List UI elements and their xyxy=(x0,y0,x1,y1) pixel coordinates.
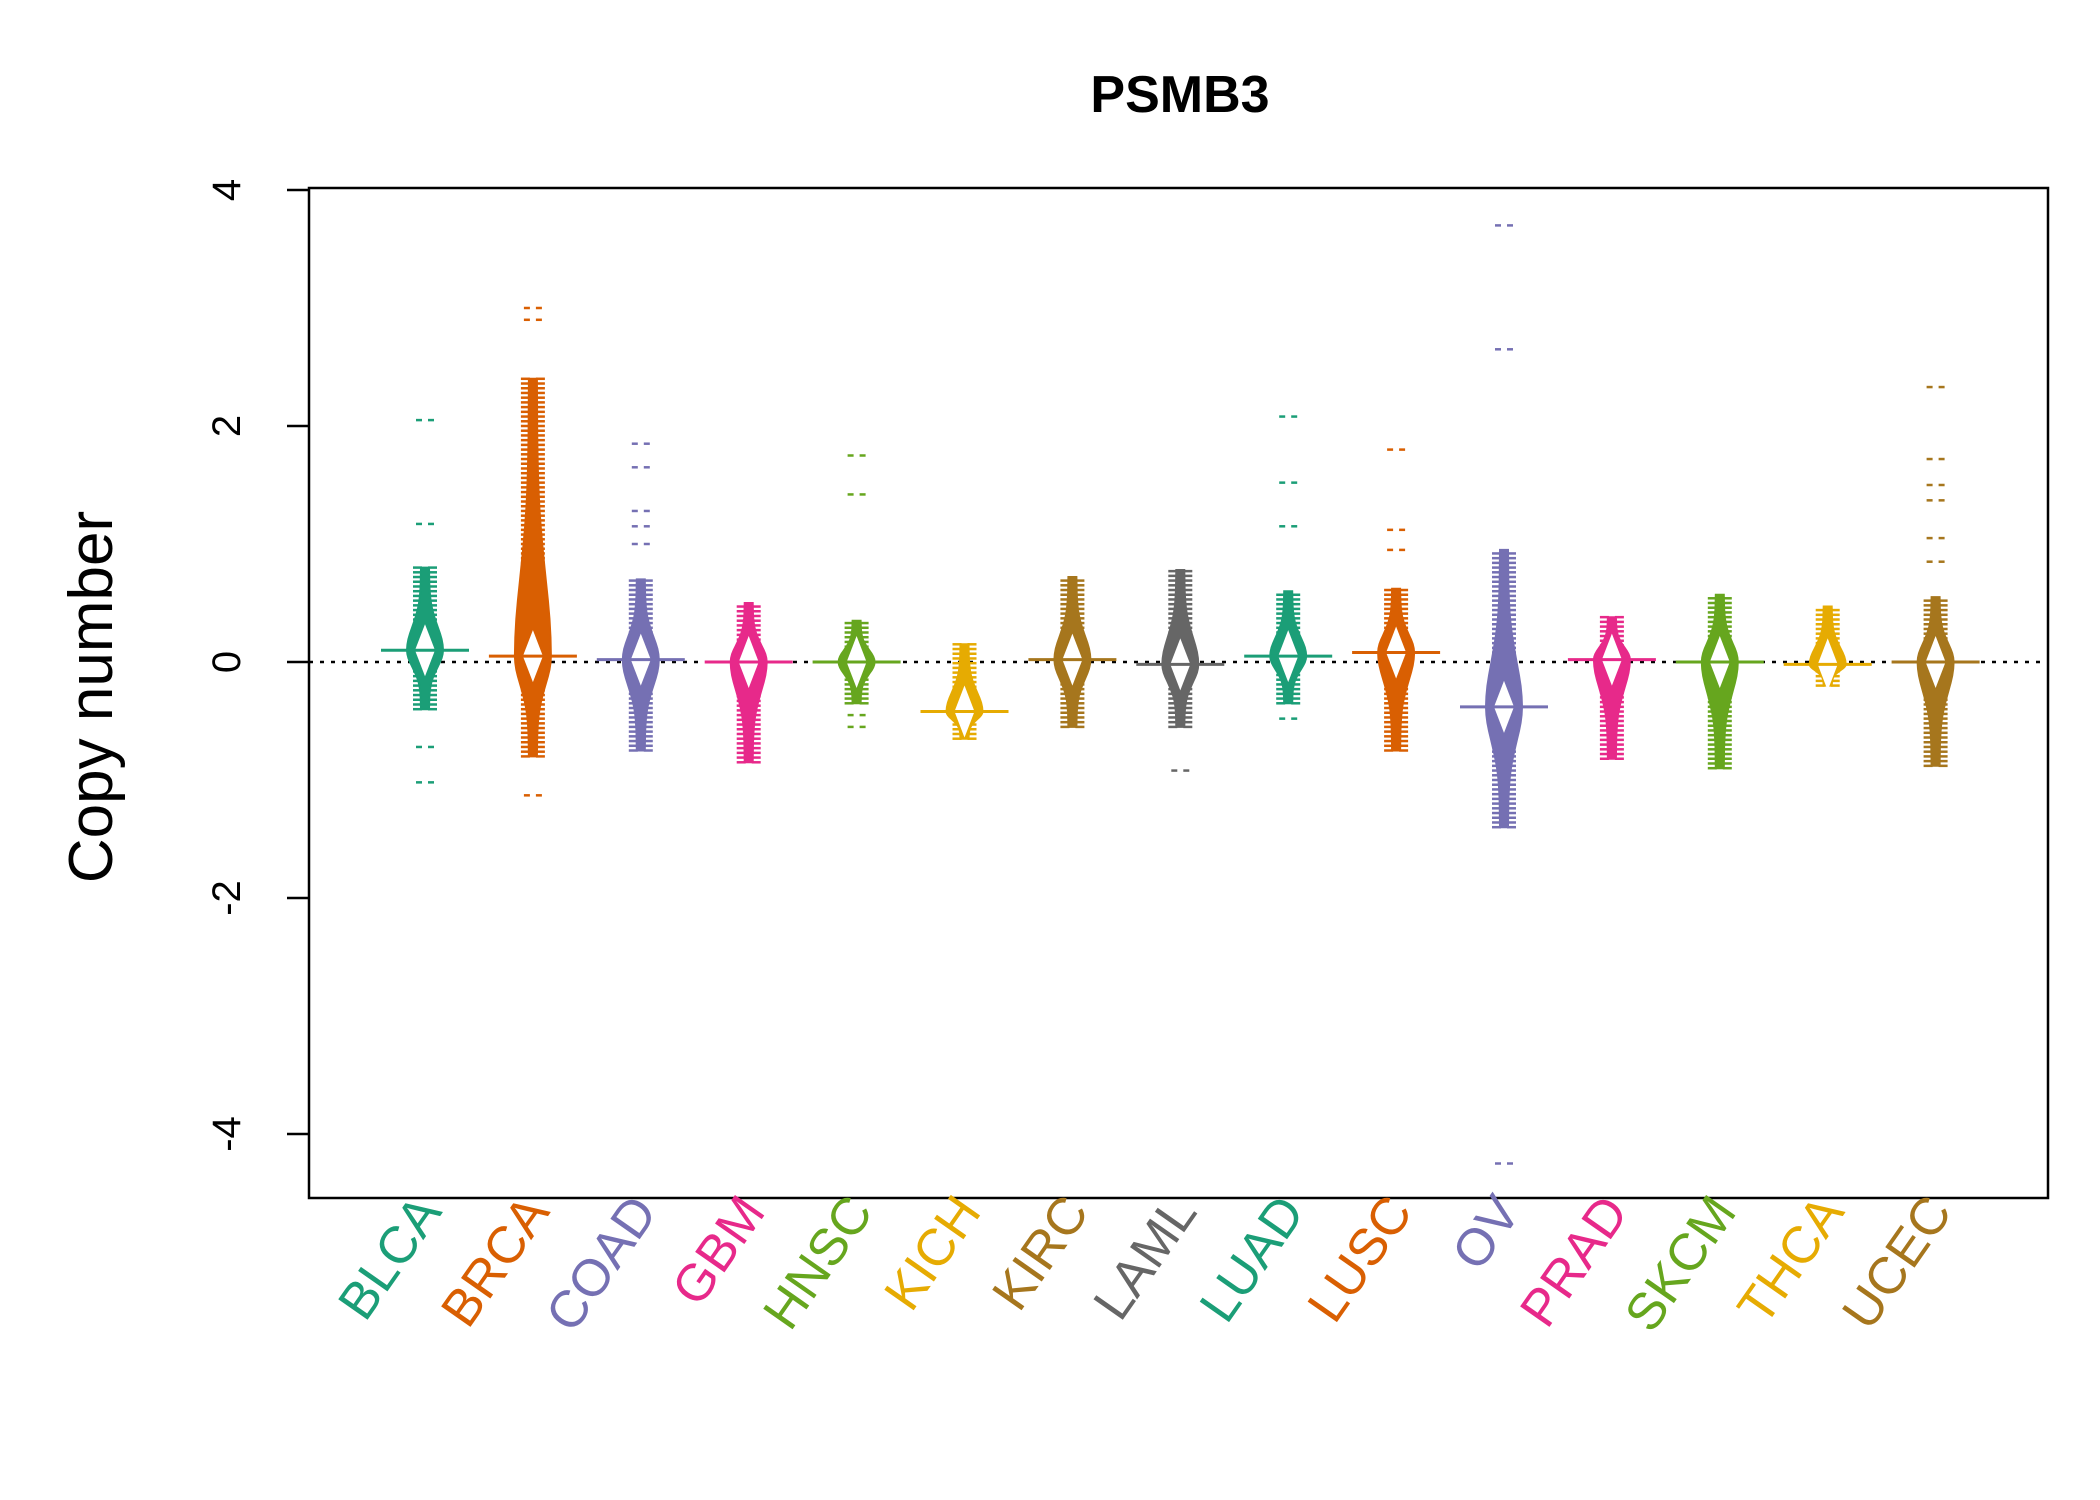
bean-density xyxy=(513,377,552,758)
y-tick-label: 4 xyxy=(205,179,249,201)
bean-thca: THCA xyxy=(1727,605,1872,1335)
x-category-label: KIRC xyxy=(981,1186,1100,1321)
bean-gbm: GBM xyxy=(661,602,793,1316)
bean-kich: KICH xyxy=(874,643,1009,1321)
x-category-label: LUSC xyxy=(1297,1186,1424,1333)
x-category-label: UCEC xyxy=(1831,1186,1963,1340)
bean-skcm: SKCM xyxy=(1614,593,1764,1342)
x-category-label: COAD xyxy=(535,1186,669,1342)
y-tick-label: -4 xyxy=(205,1116,249,1152)
x-category-label: HNSC xyxy=(752,1186,884,1340)
bean-lusc: LUSC xyxy=(1297,448,1441,1333)
bean-coad: COAD xyxy=(535,442,685,1342)
x-category-label: SKCM xyxy=(1614,1186,1748,1342)
x-category-label: KICH xyxy=(874,1186,993,1321)
bean-prad: PRAD xyxy=(1509,615,1656,1338)
x-category-label: BLCA xyxy=(327,1185,453,1330)
bean-luad: LUAD xyxy=(1189,415,1333,1333)
plot-area: -4-2024BLCABRCACOADGBMHNSCKICHKIRCLAMLLU… xyxy=(205,179,2050,1342)
y-tick-label: 2 xyxy=(205,415,249,437)
x-category-label: PRAD xyxy=(1509,1186,1639,1338)
bean-laml: LAML xyxy=(1083,569,1225,1331)
y-tick-label: -2 xyxy=(205,880,249,916)
bean-brca: BRCA xyxy=(430,306,577,1337)
x-category-label: LUAD xyxy=(1189,1186,1316,1333)
bean-ucec: UCEC xyxy=(1831,385,1980,1340)
y-axis-label: Copy number xyxy=(57,511,126,883)
x-category-label: OV xyxy=(1441,1185,1532,1280)
bean-blca: BLCA xyxy=(327,418,469,1330)
x-category-label: LAML xyxy=(1083,1186,1208,1331)
chart-title: PSMB3 xyxy=(1090,66,1269,124)
plot-frame xyxy=(307,186,2050,1200)
bean-hnsc: HNSC xyxy=(752,454,901,1340)
x-category-label: BRCA xyxy=(430,1185,561,1337)
bean-ov: OV xyxy=(1441,224,1548,1280)
bean-density xyxy=(1592,616,1631,760)
bean-kirc: KIRC xyxy=(981,576,1117,1321)
y-tick-label: 0 xyxy=(205,651,249,673)
x-category-label: THCA xyxy=(1727,1185,1856,1334)
